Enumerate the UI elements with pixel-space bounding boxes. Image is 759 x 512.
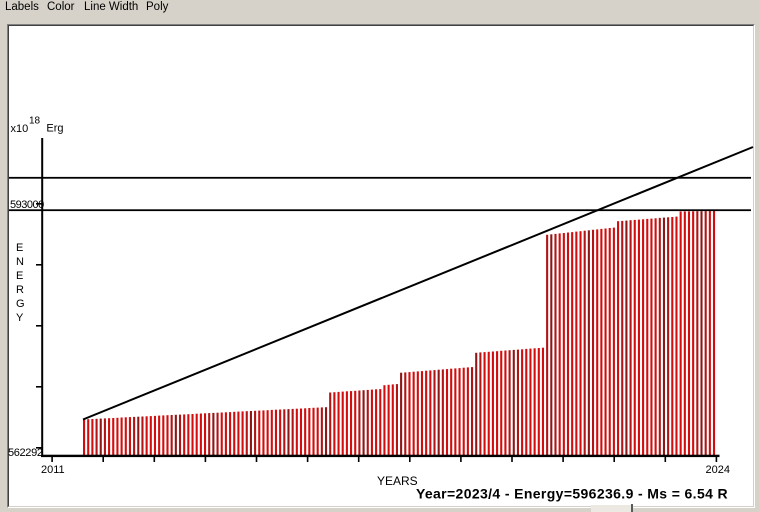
svg-text:R: R: [16, 284, 24, 296]
svg-text:Y: Y: [16, 312, 24, 324]
svg-text:593000: 593000: [10, 199, 44, 211]
svg-text:E: E: [16, 242, 23, 254]
svg-text:Erg: Erg: [46, 123, 63, 135]
svg-text:E: E: [16, 270, 23, 282]
svg-text:YEARS: YEARS: [377, 474, 418, 488]
svg-text:x10: x10: [11, 123, 29, 135]
svg-text:562292: 562292: [8, 447, 43, 459]
svg-text:2024: 2024: [706, 464, 730, 476]
svg-text:Year=2023/4 - Energy=596236.9: Year=2023/4 - Energy=596236.9 - Ms = 6.5…: [416, 486, 728, 502]
svg-text:N: N: [16, 256, 24, 268]
svg-text:G: G: [16, 298, 25, 310]
svg-text:18: 18: [29, 116, 41, 127]
svg-text:2011: 2011: [41, 464, 65, 476]
